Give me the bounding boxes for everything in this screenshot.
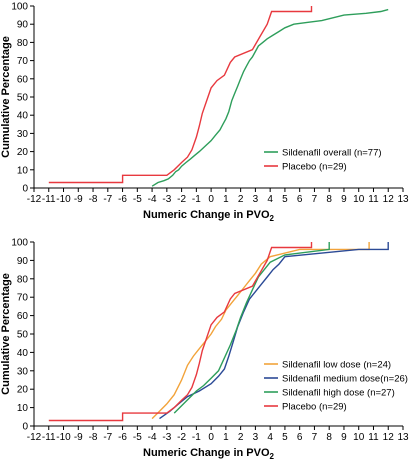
x-tick-label: 4 (267, 432, 273, 443)
y-tick-label: 100 (11, 2, 28, 13)
series-line-2-3 (173, 242, 330, 414)
x-tick-label: -1 (192, 432, 201, 443)
y-tick-label: 60 (17, 311, 29, 322)
legend: Sildenafil overall (n=77) Placebo (n=29) (264, 148, 382, 173)
x-tick-label: 3 (253, 432, 259, 443)
x-tick-label: 5 (282, 194, 288, 205)
legend-label: Sildenafil medium dose(n=26) (282, 374, 408, 385)
x-tick-label: 10 (353, 432, 365, 443)
x-tick-label: 13 (397, 432, 409, 443)
y-tick-label: 20 (17, 147, 29, 158)
x-tick-label: -11 (42, 432, 56, 443)
x-tick-label: 7 (312, 432, 318, 443)
y-tick-label: 30 (17, 366, 29, 377)
x-tick-label: 11 (368, 194, 379, 205)
x-tick-label: -10 (56, 432, 71, 443)
x-tick-label: -4 (148, 194, 157, 205)
x-tick-label: 2 (238, 194, 244, 205)
y-tick-label: 70 (17, 293, 29, 304)
y-axis-title: Cumulative Percentage (0, 273, 12, 395)
x-tick-label: -1 (192, 194, 201, 205)
y-tick-label: 40 (17, 348, 29, 359)
x-tick-label: 2 (238, 432, 244, 443)
legend-label: Placebo (n=29) (282, 162, 347, 173)
x-tick-label: -2 (177, 432, 186, 443)
x-axis-title: Numeric Change in PVO2 (143, 447, 275, 461)
y-tick-label: 50 (17, 330, 29, 341)
legend-label: Sildenafil low dose (n=24) (282, 360, 391, 371)
x-tick-label: -3 (162, 194, 171, 205)
legend-label: Placebo (n=29) (282, 402, 347, 413)
x-tick-label: -5 (133, 432, 142, 443)
x-tick-label: 9 (341, 432, 347, 443)
x-tick-label: -7 (103, 432, 112, 443)
x-tick-label: 8 (326, 194, 332, 205)
x-tick-label: 7 (312, 194, 318, 205)
x-axis-title: Numeric Change in PVO2 (143, 209, 275, 223)
x-tick-label: -9 (74, 432, 83, 443)
x-tick-label: 5 (282, 432, 288, 443)
x-tick-label: -6 (118, 194, 127, 205)
x-axis-title-subscript: 2 (270, 214, 275, 223)
y-tick-label: 0 (22, 422, 28, 433)
x-tick-label: 1 (223, 194, 229, 205)
x-tick-label: -6 (118, 432, 127, 443)
y-tick-label: 80 (17, 274, 29, 285)
x-tick-label: -4 (148, 432, 157, 443)
x-tick-label: 12 (383, 194, 395, 205)
series-line-2-4 (48, 242, 313, 422)
y-tick-label: 90 (17, 20, 29, 31)
y-tick-label: 40 (17, 111, 29, 122)
legend-label: Sildenafil overall (n=77) (282, 148, 382, 159)
y-tick-label: 0 (22, 184, 28, 195)
x-tick-label: 1 (223, 432, 229, 443)
x-tick-label: 11 (368, 432, 379, 443)
x-tick-label: -7 (103, 194, 112, 205)
x-tick-label: -8 (89, 194, 98, 205)
x-tick-label: 9 (341, 194, 347, 205)
y-tick-label: 20 (17, 385, 29, 396)
x-tick-label: 6 (297, 194, 303, 205)
y-tick-label: 10 (17, 165, 29, 176)
legend-label: Sildenafil high dose (n=27) (282, 388, 395, 399)
x-tick-label: 3 (253, 194, 259, 205)
x-tick-label: 6 (297, 432, 303, 443)
y-axis-title: Cumulative Percentage (0, 36, 12, 158)
x-tick-label: 0 (208, 432, 214, 443)
x-tick-label: -8 (89, 432, 98, 443)
x-tick-label: 10 (353, 194, 365, 205)
y-tick-label: 60 (17, 74, 29, 85)
x-tick-label: 12 (383, 432, 395, 443)
x-tick-label: 0 (208, 194, 214, 205)
y-tick-label: 100 (11, 238, 28, 249)
series-line-1-2 (48, 6, 313, 184)
y-tick-label: 90 (17, 256, 29, 267)
x-tick-label: -5 (133, 194, 142, 205)
x-tick-label: -3 (162, 432, 171, 443)
legend: Sildenafil low dose (n=24) Sildenafil med… (264, 360, 408, 413)
y-tick-label: 10 (17, 403, 29, 414)
x-tick-label: -12 (27, 194, 42, 205)
y-tick-label: 50 (17, 93, 29, 104)
y-tick-label: 70 (17, 56, 29, 67)
series-line-2-1 (151, 242, 370, 420)
x-tick-label: -12 (27, 432, 42, 443)
x-tick-label: -10 (56, 194, 71, 205)
x-tick-label: 13 (397, 194, 409, 205)
x-tick-label: 8 (326, 432, 332, 443)
x-tick-label: -9 (74, 194, 83, 205)
x-axis-title-subscript: 2 (270, 452, 275, 461)
y-tick-label: 80 (17, 38, 29, 49)
x-tick-label: -2 (177, 194, 186, 205)
y-tick-label: 30 (17, 129, 29, 140)
x-tick-label: -11 (42, 194, 56, 205)
series-line-1-1 (151, 8, 389, 187)
x-tick-label: 4 (267, 194, 273, 205)
